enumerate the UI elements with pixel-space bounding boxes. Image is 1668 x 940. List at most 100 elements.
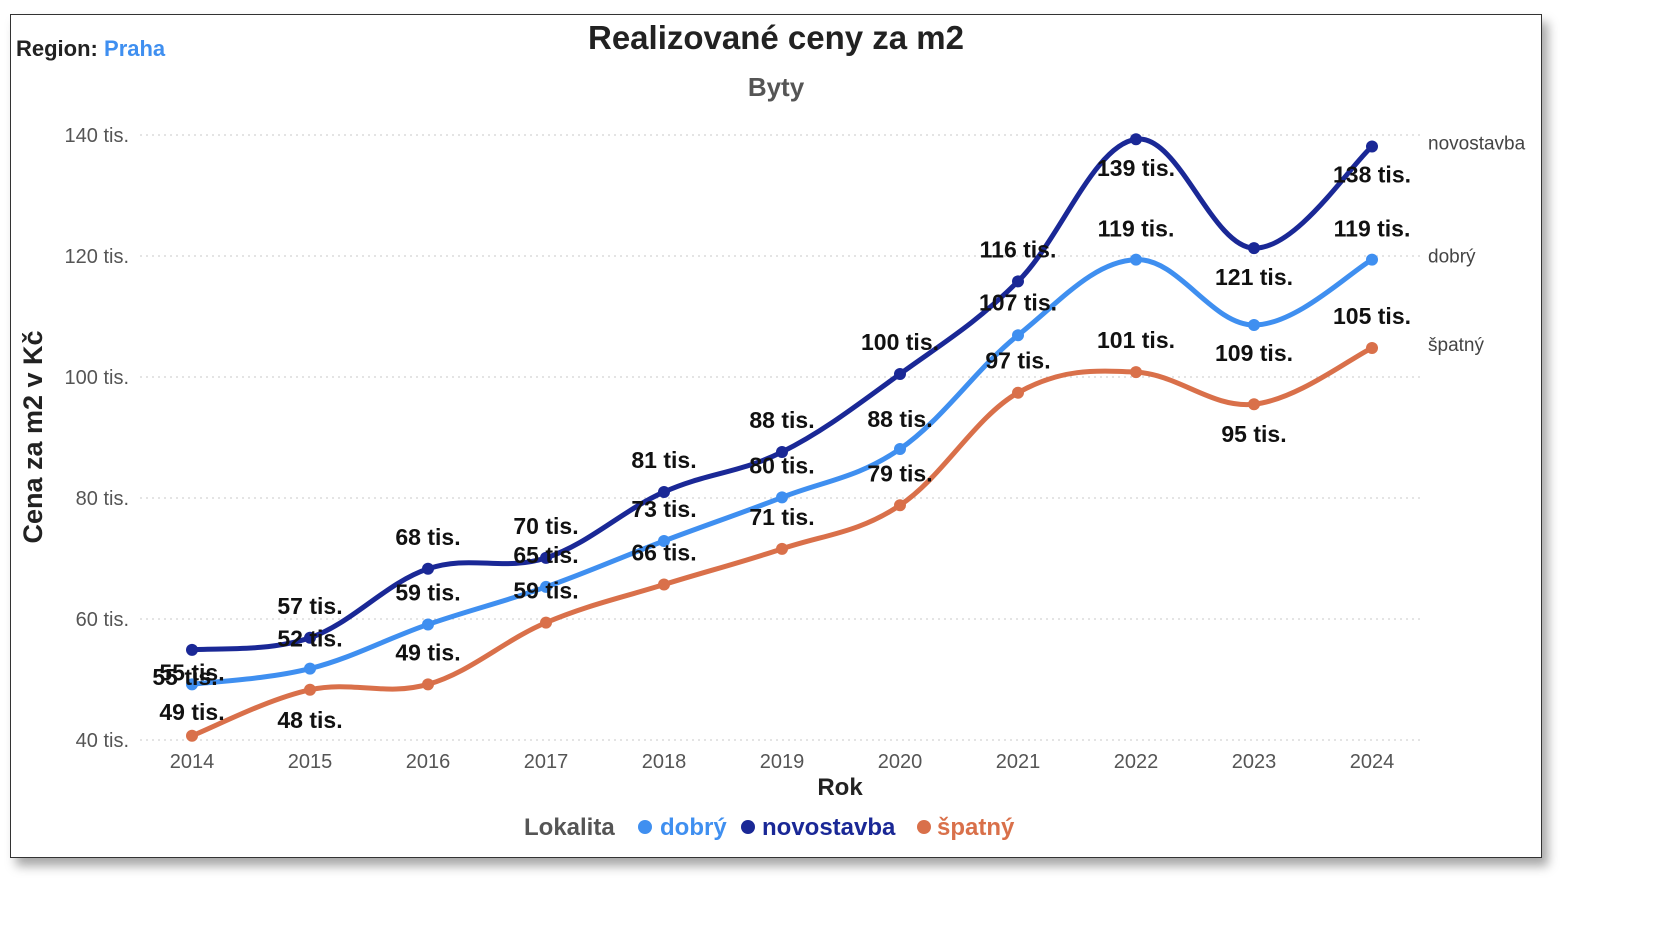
data-label-špatný-2024: 105 tis. bbox=[1333, 303, 1411, 329]
data-point-špatný-2022[interactable] bbox=[1130, 366, 1142, 379]
data-point-dobrý-2023[interactable] bbox=[1248, 318, 1260, 331]
legend-label-novostavba[interactable]: novostavba bbox=[762, 814, 896, 841]
data-point-dobrý-2022[interactable] bbox=[1130, 253, 1142, 266]
data-label-špatný-2015: 48 tis. bbox=[277, 707, 342, 733]
data-point-špatný-2020[interactable] bbox=[894, 499, 906, 512]
data-point-novostavba-2016[interactable] bbox=[422, 562, 434, 575]
x-axis: 2014 2015 2016 2017 2018 2019 2020 2021 2022 2023… bbox=[170, 751, 1395, 773]
data-point-novostavba-2015[interactable] bbox=[304, 631, 316, 644]
data-label-špatný-2016: 49 tis. bbox=[395, 639, 460, 665]
data-label-novostavba-2018: 81 tis. bbox=[631, 447, 696, 473]
data-labels: 49 tis. 48 tis. 49 tis. 59 tis. 66 tis. 71 ti… bbox=[152, 155, 1411, 733]
legend-marker-dobrý[interactable] bbox=[638, 820, 652, 834]
chart-frame bbox=[10, 14, 1542, 858]
series-line-dobrý bbox=[189, 257, 1375, 687]
data-label-dobrý-2019: 80 tis. bbox=[749, 452, 814, 478]
data-label-špatný-2022: 101 tis. bbox=[1097, 327, 1175, 353]
data-label-dobrý-2024: 119 tis. bbox=[1334, 216, 1411, 242]
data-label-novostavba-2023: 121 tis. bbox=[1215, 264, 1293, 290]
y-axis-title: Cena za m2 v Kč bbox=[18, 330, 48, 543]
data-point-špatný-2019[interactable] bbox=[776, 542, 788, 555]
region-label: Region: bbox=[16, 36, 98, 61]
data-label-novostavba-2022: 139 tis. bbox=[1097, 155, 1175, 181]
data-point-dobrý-2020[interactable] bbox=[894, 442, 906, 455]
data-label-špatný-2017: 59 tis. bbox=[513, 578, 578, 604]
data-point-dobrý-2017[interactable] bbox=[540, 580, 552, 593]
data-point-špatný-2016[interactable] bbox=[422, 678, 434, 691]
data-point-novostavba-2014[interactable] bbox=[186, 643, 198, 656]
data-point-dobrý-2018[interactable] bbox=[658, 534, 670, 547]
data-label-dobrý-2018: 73 tis. bbox=[631, 496, 696, 522]
data-point-špatný-2018[interactable] bbox=[658, 578, 670, 591]
data-label-novostavba-2024: 138 tis. bbox=[1333, 161, 1411, 187]
data-point-novostavba-2018[interactable] bbox=[658, 485, 670, 498]
y-tick-label: 60 tis. bbox=[76, 609, 129, 631]
data-label-novostavba-2021: 116 tis. bbox=[980, 236, 1057, 262]
x-tick-label: 2024 bbox=[1350, 751, 1395, 773]
data-label-špatný-2020: 79 tis. bbox=[867, 460, 932, 486]
x-tick-label: 2017 bbox=[524, 751, 569, 773]
data-label-novostavba-2015: 57 tis. bbox=[277, 593, 342, 619]
data-point-špatný-2023[interactable] bbox=[1248, 398, 1260, 411]
data-point-novostavba-2022[interactable] bbox=[1130, 133, 1142, 146]
region-value[interactable]: Praha bbox=[104, 36, 166, 61]
x-tick-label: 2019 bbox=[760, 751, 805, 773]
x-tick-label: 2023 bbox=[1232, 751, 1277, 773]
data-point-dobrý-2014[interactable] bbox=[186, 678, 198, 691]
data-point-špatný-2021[interactable] bbox=[1012, 386, 1024, 399]
data-point-dobrý-2015[interactable] bbox=[304, 662, 316, 675]
data-label-dobrý-2016: 59 tis. bbox=[395, 579, 460, 605]
y-tick-label: 120 tis. bbox=[65, 246, 129, 268]
series-points bbox=[186, 133, 1378, 742]
end-label-špatný: špatný bbox=[1428, 335, 1484, 356]
region-filter[interactable]: Region: Praha bbox=[16, 36, 165, 62]
x-tick-label: 2014 bbox=[170, 751, 215, 773]
data-label-špatný-2021: 97 tis. bbox=[985, 348, 1050, 374]
data-point-špatný-2015[interactable] bbox=[304, 683, 316, 696]
x-tick-label: 2020 bbox=[878, 751, 923, 773]
data-label-dobrý-2015: 52 tis. bbox=[277, 626, 342, 652]
data-point-novostavba-2024[interactable] bbox=[1366, 140, 1378, 153]
data-label-novostavba-2019: 88 tis. bbox=[749, 407, 814, 433]
data-label-špatný-2019: 71 tis. bbox=[749, 504, 814, 530]
data-label-dobrý-2014: 55 tis. bbox=[159, 659, 224, 685]
y-tick-label: 40 tis. bbox=[76, 730, 129, 752]
data-point-špatný-2024[interactable] bbox=[1366, 341, 1378, 354]
legend-marker-novostavba[interactable] bbox=[741, 820, 755, 834]
data-label-špatný-2014: 49 tis. bbox=[159, 699, 224, 725]
data-label-dobrý-2017: 65 tis. bbox=[513, 542, 578, 568]
data-point-špatný-2017[interactable] bbox=[540, 616, 552, 629]
x-tick-label: 2021 bbox=[996, 751, 1041, 773]
data-point-novostavba-2021[interactable] bbox=[1012, 275, 1024, 288]
data-point-špatný-2014[interactable] bbox=[186, 729, 198, 742]
data-point-dobrý-2019[interactable] bbox=[776, 491, 788, 504]
data-label-špatný-2018: 66 tis. bbox=[631, 540, 696, 566]
data-label-novostavba-2014: 55 tis. bbox=[152, 664, 217, 690]
end-label-novostavba: novostavba bbox=[1428, 133, 1526, 154]
end-labels: špatný dobrý novostavba bbox=[1428, 133, 1526, 355]
legend-label-špatný[interactable]: špatný bbox=[937, 814, 1015, 841]
x-tick-label: 2018 bbox=[642, 751, 687, 773]
chart-title: Realizované ceny za m2 bbox=[588, 19, 964, 56]
data-point-dobrý-2016[interactable] bbox=[422, 618, 434, 631]
legend: Lokalita dobrý novostavba špatný bbox=[524, 814, 1015, 841]
x-tick-label: 2015 bbox=[288, 751, 333, 773]
data-point-novostavba-2023[interactable] bbox=[1248, 242, 1260, 255]
data-point-novostavba-2020[interactable] bbox=[894, 367, 906, 380]
data-label-dobrý-2021: 107 tis. bbox=[979, 289, 1057, 315]
y-tick-label: 140 tis. bbox=[65, 125, 129, 147]
data-label-novostavba-2020: 100 tis. bbox=[861, 329, 939, 355]
legend-title: Lokalita bbox=[524, 814, 615, 841]
data-label-dobrý-2023: 109 tis. bbox=[1215, 340, 1293, 366]
legend-marker-špatný[interactable] bbox=[917, 820, 931, 834]
series-line-novostavba bbox=[189, 136, 1375, 653]
legend-label-dobrý[interactable]: dobrý bbox=[660, 814, 727, 841]
data-label-špatný-2023: 95 tis. bbox=[1221, 421, 1286, 447]
data-point-novostavba-2019[interactable] bbox=[776, 446, 788, 459]
x-axis-title: Rok bbox=[817, 774, 863, 801]
data-point-novostavba-2017[interactable] bbox=[540, 551, 552, 564]
data-label-novostavba-2016: 68 tis. bbox=[395, 524, 460, 550]
data-point-dobrý-2021[interactable] bbox=[1012, 329, 1024, 342]
data-label-novostavba-2017: 70 tis. bbox=[513, 513, 578, 539]
data-point-dobrý-2024[interactable] bbox=[1366, 253, 1378, 266]
